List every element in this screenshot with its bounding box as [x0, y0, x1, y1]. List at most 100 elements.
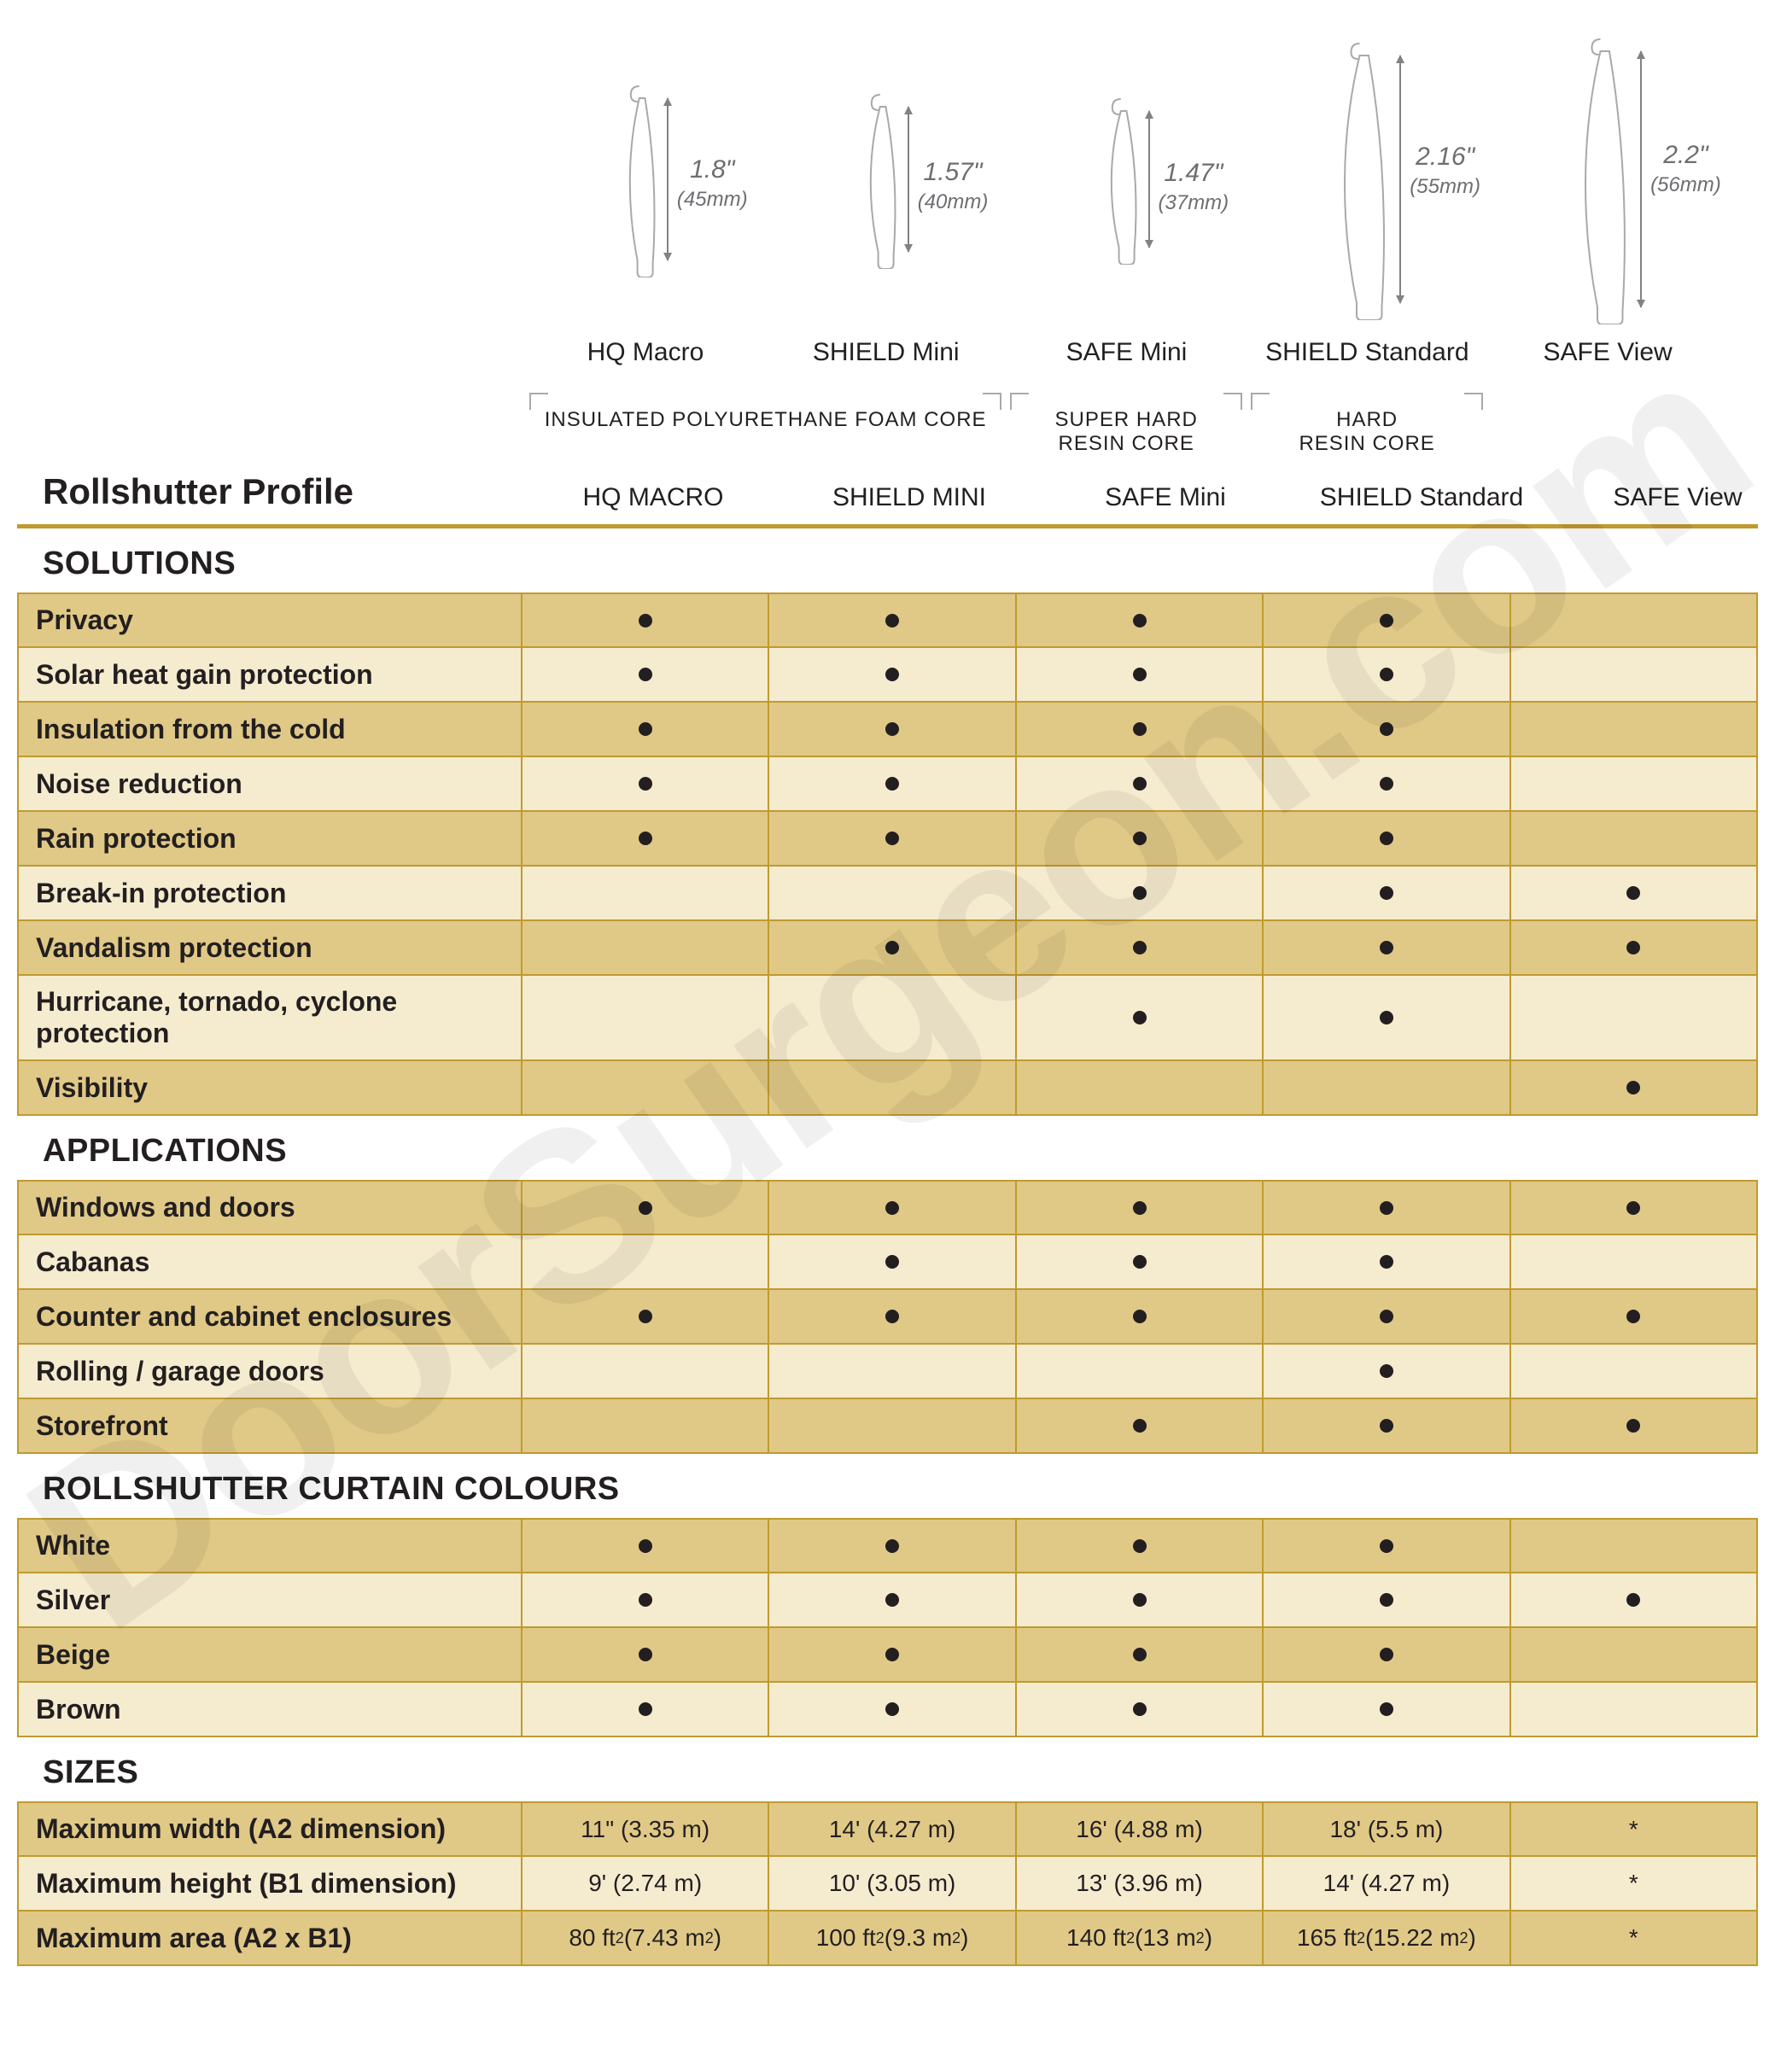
bullet-dot-icon	[1380, 1364, 1393, 1378]
bullet-dot-icon	[1626, 1419, 1640, 1433]
bullet-dot-icon	[885, 1593, 899, 1607]
table-cell: 14' (4.27 m)	[769, 1803, 1016, 1855]
bullet-dot-icon	[639, 832, 652, 845]
table-cell	[1511, 1345, 1756, 1398]
table-row: Hurricane, tornado, cyclone protection	[17, 976, 1758, 1061]
table-cell: *	[1511, 1803, 1756, 1855]
table-cell	[769, 1290, 1016, 1343]
bullet-dot-icon	[1380, 941, 1393, 954]
table-row: Insulation from the cold	[17, 703, 1758, 757]
table-cell	[523, 594, 769, 646]
table-cell	[523, 757, 769, 810]
bullet-dot-icon	[1133, 1539, 1147, 1553]
table-cell	[1264, 648, 1510, 701]
profile-illustration: 2.2" (56mm) SAFE View	[1492, 34, 1724, 367]
table-cell	[1264, 1573, 1510, 1626]
profile-illustration: 2.16" (55mm) SHIELD Standard	[1251, 34, 1483, 367]
bullet-dot-icon	[1626, 941, 1640, 954]
bullet-dot-icon	[1133, 668, 1147, 681]
bullet-dot-icon	[885, 1310, 899, 1323]
bullet-dot-icon	[639, 1648, 652, 1661]
table-cell	[1017, 594, 1264, 646]
table-row: Windows and doors	[17, 1180, 1758, 1235]
table-cell	[1264, 921, 1510, 974]
bullet-dot-icon	[1133, 1255, 1147, 1269]
profile-name-label: HQ Macro	[587, 338, 704, 367]
bullet-dot-icon	[1133, 1011, 1147, 1024]
table-cell	[1017, 703, 1264, 756]
table-cell	[1511, 1520, 1756, 1572]
table-cell	[1264, 1061, 1510, 1114]
bullet-dot-icon	[639, 1310, 652, 1323]
bullet-dot-icon	[1380, 1011, 1393, 1024]
bullet-dot-icon	[1133, 1702, 1147, 1716]
dimension-inches: 1.8"	[690, 155, 734, 184]
table-cell: 165 ft2 (15.22 m2)	[1264, 1911, 1510, 1964]
bullet-dot-icon	[639, 614, 652, 627]
bullet-dot-icon	[1380, 777, 1393, 791]
bullet-dot-icon	[885, 1255, 899, 1269]
table-cell	[1017, 1628, 1264, 1681]
table-cell	[523, 976, 769, 1059]
bullet-dot-icon	[639, 722, 652, 736]
profile-name-label: SHIELD Mini	[813, 338, 960, 367]
bullet-dot-icon	[1380, 1419, 1393, 1433]
bullet-dot-icon	[885, 777, 899, 791]
bullet-dot-icon	[1380, 1255, 1393, 1269]
column-header: HQ MACRO	[529, 483, 777, 512]
table-cell	[1264, 867, 1510, 919]
table-cell	[1264, 1628, 1510, 1681]
table-row: Visibility	[17, 1061, 1758, 1116]
table-cell: 16' (4.88 m)	[1017, 1803, 1264, 1855]
bullet-dot-icon	[1133, 1419, 1147, 1433]
table-cell	[1264, 812, 1510, 865]
bullet-dot-icon	[1626, 886, 1640, 900]
table-cell	[1264, 1290, 1510, 1343]
table-cell: 100 ft2 (9.3 m2)	[769, 1911, 1016, 1964]
bullet-dot-icon	[1133, 614, 1147, 627]
row-label: Noise reduction	[19, 757, 523, 810]
table-row: Privacy	[17, 592, 1758, 648]
table-cell	[523, 1399, 769, 1452]
bullet-dot-icon	[885, 1648, 899, 1661]
table-title: Rollshutter Profile	[43, 471, 529, 512]
table-cell: 9' (2.74 m)	[523, 1857, 769, 1910]
table-cell	[1511, 1182, 1756, 1234]
bullet-dot-icon	[1626, 1201, 1640, 1215]
table-cell	[769, 594, 1016, 646]
table-cell	[1264, 703, 1510, 756]
table-cell	[1264, 1235, 1510, 1288]
table-cell	[523, 867, 769, 919]
core-type-row: INSULATED POLYURETHANE FOAM CORESUPER HA…	[17, 384, 1758, 456]
row-label: Maximum height (B1 dimension)	[19, 1857, 523, 1910]
table-cell	[523, 1182, 769, 1234]
table-cell: 18' (5.5 m)	[1264, 1803, 1510, 1855]
dimension-inches: 1.47"	[1164, 159, 1223, 187]
table-cell	[769, 648, 1016, 701]
dimension-inches: 1.57"	[924, 158, 983, 186]
table-cell	[769, 1573, 1016, 1626]
table-cell	[769, 1628, 1016, 1681]
bullet-dot-icon	[885, 722, 899, 736]
bullet-dot-icon	[1380, 886, 1393, 900]
table-row: Silver	[17, 1573, 1758, 1628]
core-type-label: INSULATED POLYURETHANE FOAM CORE	[529, 393, 1001, 456]
table-cell	[1511, 1399, 1756, 1452]
row-label: White	[19, 1520, 523, 1572]
table-row: Noise reduction	[17, 757, 1758, 812]
table-cell	[1017, 921, 1264, 974]
bullet-dot-icon	[1380, 832, 1393, 845]
table-cell	[1511, 648, 1756, 701]
table-cell	[1511, 1061, 1756, 1114]
bullet-dot-icon	[1380, 1201, 1393, 1215]
table-cell: *	[1511, 1857, 1756, 1910]
table-cell	[1264, 1683, 1510, 1736]
profile-name-label: SHIELD Standard	[1265, 338, 1468, 367]
table-cell	[1511, 1683, 1756, 1736]
row-label: Brown	[19, 1683, 523, 1736]
table-row: Beige	[17, 1628, 1758, 1683]
table-cell: 80 ft2 (7.43 m2)	[523, 1911, 769, 1964]
table-cell	[1264, 1399, 1510, 1452]
table-cell	[1017, 1182, 1264, 1234]
table-cell	[1264, 1520, 1510, 1572]
